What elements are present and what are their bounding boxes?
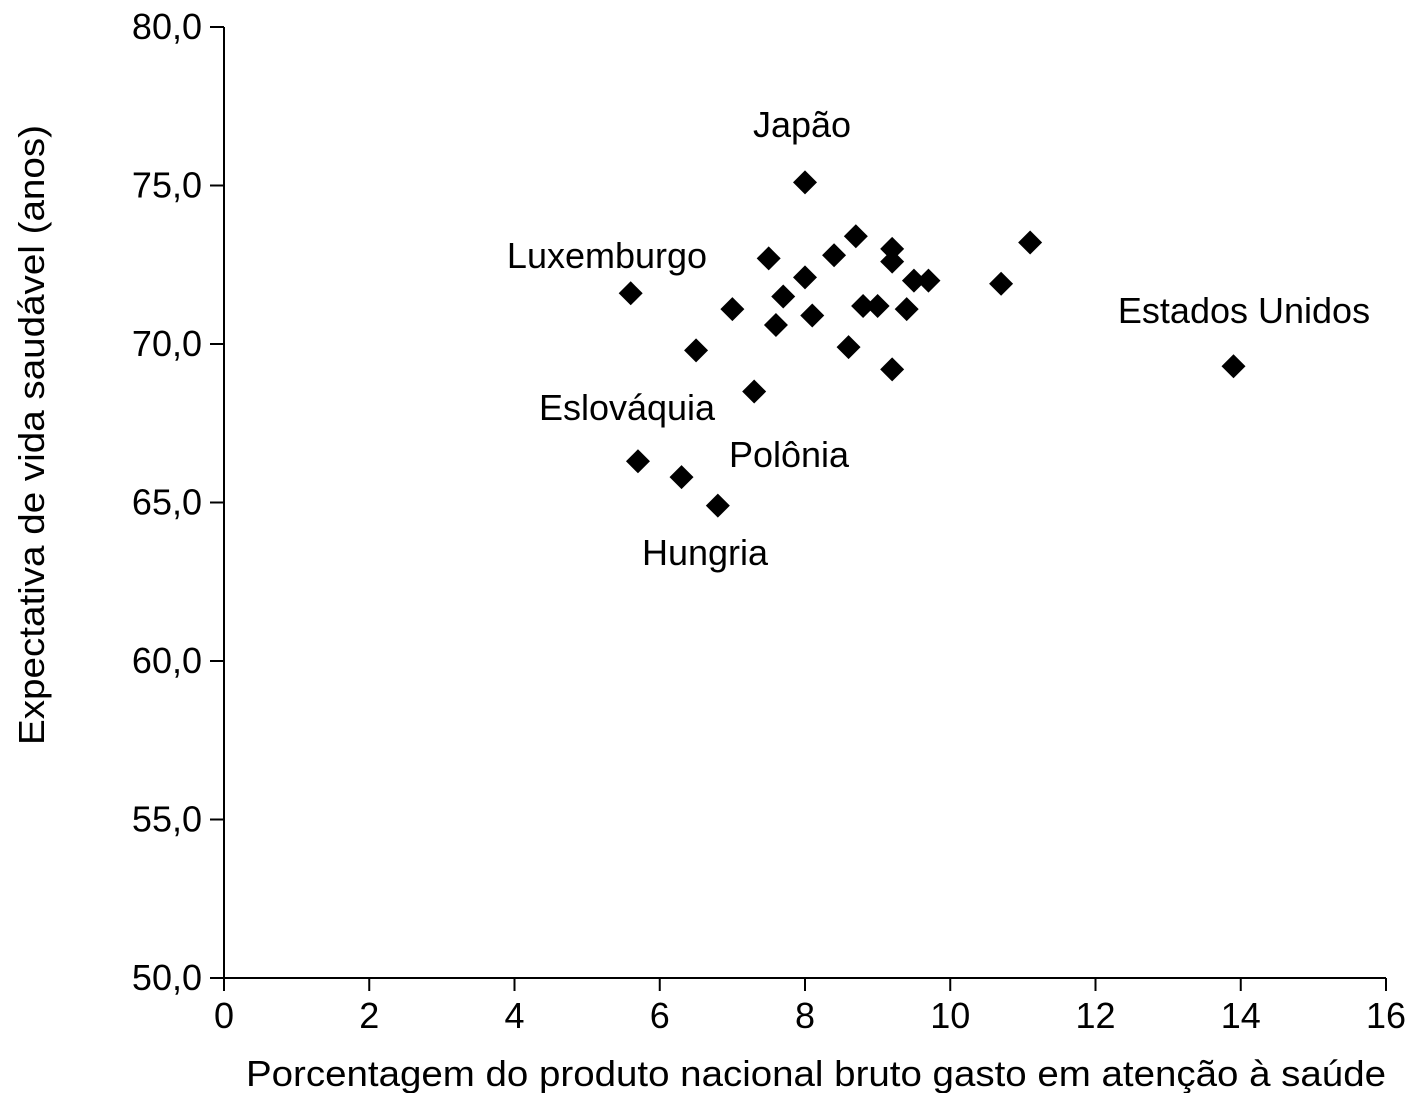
data-point <box>901 268 926 293</box>
annotation-luxemburgo: Luxemburgo <box>507 235 707 276</box>
data-point <box>1221 354 1246 379</box>
data-point <box>669 465 694 490</box>
data-point <box>720 297 745 322</box>
data-point <box>742 379 767 404</box>
annotation-estados-unidos: Estados Unidos <box>1118 290 1370 331</box>
x-axis-title: Porcentagem do produto nacional bruto ga… <box>246 1053 1386 1093</box>
data-point <box>836 335 861 360</box>
annotation-eslovaquia: Eslováquia <box>539 387 716 428</box>
x-tick-label: 2 <box>359 995 379 1036</box>
data-point <box>793 170 817 195</box>
y-tick-label: 55,0 <box>132 799 202 840</box>
annotation-hungria: Hungria <box>642 532 769 573</box>
y-tick-label: 70,0 <box>132 323 202 364</box>
y-tick-label: 75,0 <box>132 165 202 206</box>
data-point <box>989 271 1014 296</box>
data-point <box>763 312 788 337</box>
data-point <box>684 338 709 363</box>
x-tick-label: 4 <box>504 995 524 1036</box>
annotation-japao: Japão <box>753 104 851 145</box>
data-point <box>843 224 868 249</box>
y-tick-label: 60,0 <box>132 640 202 681</box>
data-point <box>771 284 796 309</box>
x-tick-label: 16 <box>1366 995 1406 1036</box>
data-points <box>618 170 1246 518</box>
data-point <box>865 293 890 318</box>
data-point <box>705 493 730 518</box>
y-tick-label: 50,0 <box>132 957 202 998</box>
x-tick-label: 6 <box>650 995 670 1036</box>
x-tick-label: 10 <box>930 995 970 1036</box>
data-point <box>894 297 919 322</box>
x-tick-label: 12 <box>1075 995 1115 1036</box>
data-point <box>851 293 876 318</box>
x-ticks: 0 2 4 6 8 10 12 14 16 <box>214 978 1406 1036</box>
y-tick-label: 80,0 <box>132 6 202 47</box>
x-tick-label: 14 <box>1221 995 1261 1036</box>
data-point <box>800 303 825 328</box>
data-point <box>625 449 650 474</box>
annotations: Japão Luxemburgo Estados Unidos Eslováqu… <box>507 104 1370 573</box>
data-point <box>793 265 817 290</box>
x-tick-label: 8 <box>795 995 815 1036</box>
data-point <box>618 281 643 306</box>
data-point <box>756 246 781 271</box>
annotation-polonia: Polônia <box>729 434 850 475</box>
x-tick-label: 0 <box>214 995 234 1036</box>
data-point <box>822 243 847 268</box>
data-point <box>880 357 905 382</box>
data-point <box>880 249 905 274</box>
y-ticks: 50,0 55,0 60,0 65,0 70,0 75,0 80,0 <box>132 6 224 998</box>
axes <box>223 27 1386 979</box>
y-axis-title: Expectativa de vida saudável (anos) <box>11 125 52 745</box>
data-point <box>916 268 941 293</box>
data-point <box>1018 230 1043 255</box>
data-point <box>880 236 905 261</box>
y-tick-label: 65,0 <box>132 482 202 523</box>
